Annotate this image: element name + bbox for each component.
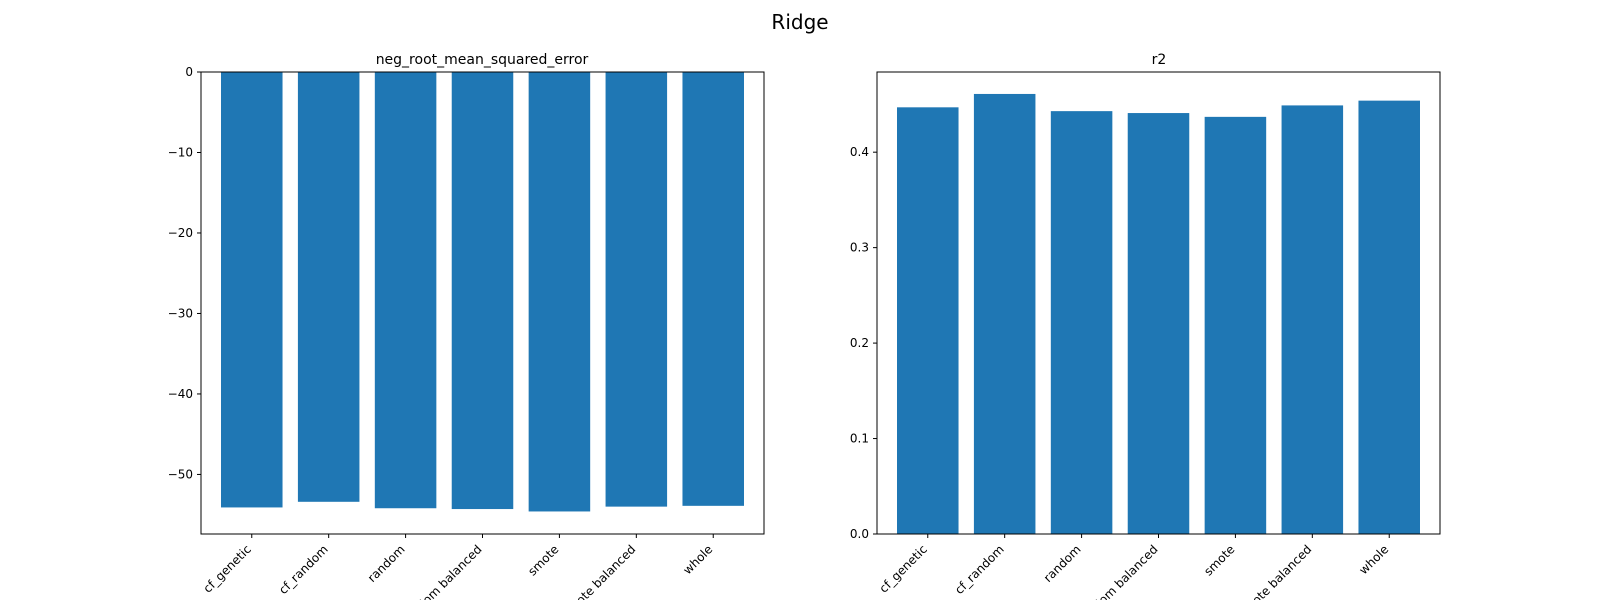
rmse-y-axis: 0 −10 −20 −30 −40 −50	[168, 65, 201, 481]
r2-xtick-label: whole	[1356, 542, 1391, 577]
r2-ytick-label: 0.0	[850, 527, 869, 541]
rmse-bar-cf-genetic	[221, 72, 283, 508]
r2-subplot: r2 0.0 0.1 0.2 0.3 0.4 cf_genetic cf_random ra…	[850, 52, 1441, 600]
rmse-ytick-label: 0	[185, 65, 193, 79]
r2-bar-cf-random	[973, 93, 1036, 534]
r2-ytick-label: 0.2	[850, 336, 869, 350]
rmse-xtick-label: whole	[680, 542, 715, 577]
r2-bar-cf-genetic	[897, 107, 959, 534]
rmse-bar-smote-balanced	[605, 72, 668, 507]
r2-xtick-label: cf_genetic	[877, 542, 930, 595]
rmse-ytick-label: −50	[168, 467, 193, 481]
rmse-ytick-label: −30	[168, 306, 193, 320]
r2-xtick-label: random	[1041, 542, 1084, 585]
r2-plot-frame	[876, 71, 1441, 535]
rmse-subplot: neg_root_mean_squared_error 0 −10 −20 −30 −4…	[168, 52, 765, 600]
rmse-ytick-label: −10	[168, 145, 193, 159]
r2-bars	[897, 93, 1420, 535]
r2-subplot-title: r2	[1152, 52, 1167, 68]
rmse-bar-whole	[682, 72, 744, 506]
r2-bar-whole	[1358, 100, 1420, 534]
r2-bar-smote-balanced	[1281, 105, 1344, 534]
r2-xtick-label: smote	[1201, 542, 1237, 578]
r2-xtick-label: cf_random	[952, 542, 1007, 597]
r2-ytick-label: 0.4	[850, 145, 869, 159]
rmse-xtick-label: cf_genetic	[201, 542, 254, 595]
r2-bar-random-balanced	[1127, 113, 1190, 535]
rmse-xtick-label: smote balanced	[561, 542, 639, 600]
rmse-xtick-label: random balanced	[400, 542, 484, 600]
figure-title: Ridge	[771, 10, 828, 34]
rmse-bar-smote	[528, 72, 591, 512]
r2-bar-smote	[1204, 116, 1267, 535]
r2-bar-random	[1050, 111, 1113, 534]
rmse-xtick-label: cf_random	[276, 542, 331, 597]
r2-xtick-label: random balanced	[1076, 542, 1160, 600]
r2-ytick-label: 0.3	[850, 241, 869, 255]
rmse-ytick-label: −40	[168, 387, 193, 401]
r2-y-axis: 0.0 0.1 0.2 0.3 0.4	[850, 145, 877, 541]
rmse-plot-frame	[200, 71, 765, 535]
rmse-xtick-label: random	[365, 542, 408, 585]
rmse-bar-random	[374, 72, 437, 509]
rmse-bar-random-balanced	[451, 72, 514, 510]
rmse-ytick-label: −20	[168, 226, 193, 240]
rmse-xtick-label: smote	[525, 542, 561, 578]
rmse-bar-cf-random	[297, 72, 360, 502]
rmse-bars	[221, 72, 744, 512]
r2-xtick-label: smote balanced	[1237, 542, 1315, 600]
rmse-subplot-title: neg_root_mean_squared_error	[376, 52, 589, 68]
r2-ytick-label: 0.1	[850, 432, 869, 446]
